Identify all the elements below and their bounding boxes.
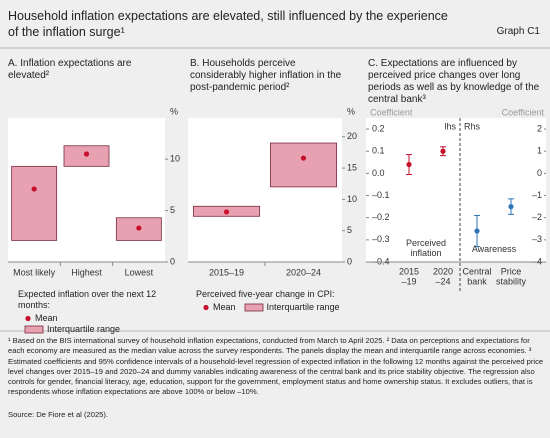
x-tick-label: Highest	[71, 267, 102, 277]
graph-number: Graph C1	[496, 26, 540, 37]
y-tick-label: 0.2	[372, 123, 385, 133]
x-tick-label: Central	[462, 266, 491, 276]
unit-label: %	[347, 106, 355, 116]
x-tick-label: 2020–24	[286, 267, 321, 277]
point	[406, 161, 412, 168]
footnote: ¹ Based on the BIS international survey …	[8, 336, 544, 397]
title: Household inflation expectations are ele…	[8, 9, 448, 39]
legend-label: Mean	[213, 302, 236, 312]
y2-tick-label: 0	[537, 168, 542, 178]
mean-dot	[300, 155, 307, 161]
y-tick-label: 5	[347, 225, 352, 235]
swatch	[25, 316, 31, 322]
plot-area	[366, 118, 546, 262]
x-tick-label: Most likely	[13, 267, 56, 277]
mean-dot	[223, 209, 230, 215]
y-tick-label: –0.4	[372, 256, 390, 266]
panel-title: B. Households perceive considerably high…	[190, 58, 342, 93]
axis-note: lhs	[444, 121, 456, 131]
legend-swatch	[24, 325, 44, 334]
y2-tick-label: 1	[537, 146, 542, 156]
y-tick-label: –0.1	[372, 190, 390, 200]
legend-item: Mean	[202, 302, 236, 313]
point	[474, 228, 480, 234]
legend-title: Expected inflation over the next 12 mont…	[18, 289, 157, 310]
y-tick-label: 10	[347, 194, 357, 204]
legend-title: Perceived five-year change in CPI:	[196, 289, 335, 299]
panel-title: A. Inflation expectations are elevated²	[8, 58, 132, 81]
legend-item: Interquartile range	[244, 302, 340, 313]
axis-note: Rhs	[464, 121, 481, 131]
legend-item: Interquartile range	[24, 324, 120, 335]
y-tick-label: 0	[347, 256, 352, 266]
plot-area	[188, 118, 342, 262]
legend-row: MeanInterquartile range	[18, 313, 168, 335]
y-tick-label: –0.2	[372, 212, 390, 222]
y-tick-label: 15	[347, 162, 357, 172]
swatch	[203, 305, 209, 311]
swatch	[24, 325, 44, 334]
legend-row: Mean Interquartile range	[196, 302, 356, 313]
y-tick-label: –0.3	[372, 234, 390, 244]
legend-swatch	[203, 305, 209, 311]
x-tick-label: bank	[467, 276, 487, 286]
x-tick-label: –19	[401, 276, 416, 286]
y-tick-label: 0.0	[372, 168, 385, 178]
x-tick-label: stability	[496, 276, 527, 286]
x-tick-label: –24	[435, 276, 450, 286]
group-label: Awareness	[471, 244, 517, 254]
legend-item: Mean	[24, 313, 58, 324]
legend: Expected inflation over the next 12 mont…	[18, 289, 168, 335]
y-tick-label: 10	[170, 154, 180, 164]
y2-tick-label: –3	[532, 234, 542, 244]
legend-label: Interquartile range	[47, 324, 121, 334]
source: Source: De Fiore et al (2025).	[8, 410, 109, 419]
y2-tick-label: –4	[532, 256, 542, 266]
y-axis-label: Coefficient	[370, 107, 413, 117]
y2-tick-label: –2	[532, 212, 542, 222]
point	[508, 204, 514, 210]
x-tick-label: 2020	[433, 266, 453, 276]
legend: Perceived five-year change in CPI: Mean In…	[196, 289, 356, 313]
y2-tick-label: 2	[537, 123, 542, 133]
y-tick-label: 0.1	[372, 146, 385, 156]
x-tick-label: Price	[501, 266, 522, 276]
y-tick-label: 20	[347, 131, 357, 141]
y-tick-label: 5	[170, 205, 175, 215]
x-tick-label: Lowest	[125, 267, 154, 277]
legend-swatch	[25, 316, 31, 322]
iqr-box	[269, 142, 338, 188]
y-tick-label: 0	[170, 256, 175, 266]
iqr-box	[11, 165, 58, 241]
x-tick-label: 2015	[399, 266, 419, 276]
point	[440, 148, 446, 154]
group-label: Perceived inflation	[405, 238, 447, 258]
y2-tick-label: –1	[532, 190, 542, 200]
y2-axis-label: Coefficient	[502, 107, 545, 117]
legend-label: Interquartile range	[266, 302, 340, 312]
swatch	[244, 303, 263, 312]
legend-swatch	[244, 303, 263, 312]
mean-dot	[83, 151, 90, 157]
unit-label: %	[170, 106, 178, 116]
panel-title: C. Expectations are influenced by percei…	[368, 58, 540, 105]
legend-label: Mean	[35, 313, 58, 323]
mean-dot	[136, 225, 142, 231]
x-tick-label: 2015–19	[209, 267, 244, 277]
mean-dot	[31, 186, 37, 192]
